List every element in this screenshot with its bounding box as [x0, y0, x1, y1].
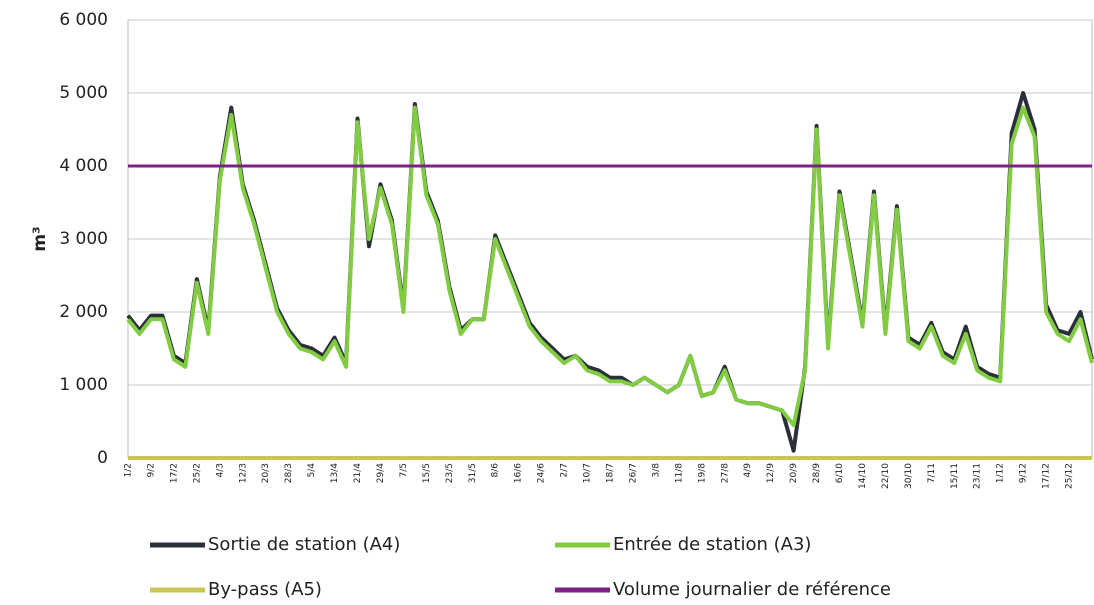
- x-tick-label: 26/7: [628, 463, 638, 483]
- x-tick-label: 9/12: [1019, 463, 1029, 483]
- x-tick-label: 25/12: [1065, 463, 1075, 489]
- legend-label: Sortie de station (A4): [208, 534, 400, 555]
- x-tick-label: 25/2: [192, 463, 202, 483]
- y-tick-label: 4 000: [59, 156, 108, 176]
- x-tick-label: 20/3: [261, 463, 271, 483]
- x-tick-label: 27/8: [720, 463, 730, 483]
- y-tick-label: 0: [97, 448, 108, 468]
- x-tick-label: 11/8: [674, 463, 684, 483]
- x-tick-label: 17/2: [169, 463, 179, 483]
- y-tick-label: 1 000: [59, 375, 108, 395]
- x-tick-label: 4/9: [743, 463, 753, 478]
- x-tick-label: 7/11: [927, 463, 937, 483]
- x-tick-label: 14/10: [858, 463, 868, 489]
- x-tick-label: 8/6: [491, 463, 501, 478]
- y-tick-label: 2 000: [59, 302, 108, 322]
- x-tick-label: 10/7: [583, 463, 593, 483]
- x-tick-label: 30/10: [904, 463, 914, 489]
- x-tick-label: 12/9: [766, 463, 776, 483]
- x-tick-label: 31/5: [468, 463, 478, 483]
- x-tick-label: 24/6: [537, 463, 547, 483]
- x-tick-label: 3/8: [651, 463, 661, 478]
- x-tick-label: 29/4: [376, 463, 386, 483]
- x-tick-label: 1/2: [124, 463, 134, 477]
- x-tick-label: 17/12: [1042, 463, 1052, 489]
- x-tick-label: 19/8: [697, 463, 707, 483]
- y-tick-label: 5 000: [59, 83, 108, 103]
- x-tick-label: 7/5: [399, 463, 409, 477]
- y-tick-label: 6 000: [59, 10, 108, 30]
- y-tick-label: 3 000: [59, 229, 108, 249]
- x-tick-label: 1/12: [996, 463, 1006, 483]
- x-tick-label: 16/6: [514, 463, 524, 483]
- x-tick-label: 28/3: [284, 463, 294, 483]
- x-tick-label: 23/5: [445, 463, 455, 483]
- x-tick-label: 18/7: [606, 463, 616, 483]
- x-tick-label: 15/5: [422, 463, 432, 483]
- x-tick-label: 12/3: [238, 463, 248, 483]
- x-tick-label: 22/10: [881, 463, 891, 489]
- legend-label: Volume journalier de référence: [613, 579, 891, 600]
- x-tick-label: 20/9: [789, 463, 799, 483]
- x-tick-label: 9/2: [146, 463, 156, 477]
- legend-label: Entrée de station (A3): [613, 534, 811, 555]
- series-line: [126, 105, 1094, 428]
- x-tick-label: 4/3: [215, 463, 225, 477]
- y-axis-label: m³: [30, 226, 50, 251]
- x-tick-label: 2/7: [560, 463, 570, 477]
- x-tick-label: 6/10: [835, 463, 845, 483]
- x-tick-label: 21/4: [353, 463, 363, 483]
- series-line: [126, 91, 1094, 453]
- x-tick-label: 5/4: [307, 463, 317, 478]
- x-tick-label: 13/4: [330, 463, 340, 483]
- x-tick-label: 28/9: [812, 463, 822, 483]
- x-tick-label: 23/11: [973, 463, 983, 489]
- legend-label: By-pass (A5): [208, 579, 322, 600]
- x-tick-label: 15/11: [950, 463, 960, 489]
